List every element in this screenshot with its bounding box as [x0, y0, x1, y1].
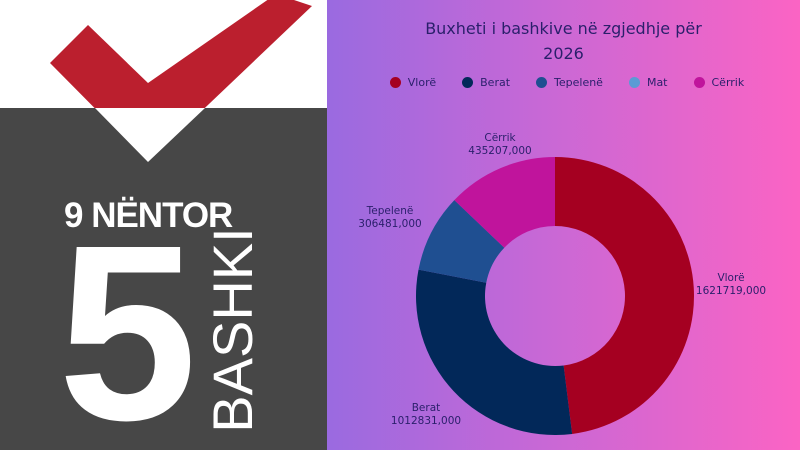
logo-number-text: 5: [58, 193, 198, 472]
donut-chart: [416, 157, 694, 435]
data-label-berat: Berat 1012831,000: [390, 402, 462, 427]
data-label-vlore: Vlorë 1621719,000: [695, 272, 767, 297]
legend-swatch: [462, 77, 474, 88]
checkmark-logo-icon: [0, 0, 327, 450]
legend-item-berat[interactable]: Berat: [462, 76, 510, 89]
chart-panel: Buxheti i bashkive në zgjedhje për 2026 …: [327, 0, 800, 450]
legend-swatch: [693, 77, 705, 88]
legend-swatch: [389, 77, 401, 88]
legend-item-cerrik[interactable]: Cërrik: [693, 76, 745, 89]
donut-slice-berat[interactable]: [416, 269, 573, 435]
legend-label: Mat: [646, 76, 668, 89]
legend-label: Vlorë: [407, 76, 437, 89]
logo-panel: 9 NËNTOR 5 BASHKI: [0, 0, 327, 458]
data-label-tepelene: Tepelenë 306481,000: [358, 205, 422, 230]
legend-item-vlore[interactable]: Vlorë: [389, 76, 437, 89]
legend-label: Tepelenë: [554, 76, 603, 89]
logo-date-text: 9 NËNTOR: [64, 196, 233, 235]
legend-label: Cërrik: [711, 76, 745, 89]
legend-label: Berat: [480, 76, 511, 89]
legend-item-mat[interactable]: Mat: [628, 76, 668, 89]
chart-legend: Vlorë Berat Tepelenë Mat Cërrik: [387, 76, 747, 89]
data-label-cerrik: Cërrik 435207,000: [468, 132, 532, 157]
donut-slice-vlorë[interactable]: [555, 157, 694, 434]
donut-slice-tepelenë[interactable]: [418, 200, 505, 283]
chart-title: Buxheti i bashkive në zgjedhje për 2026: [425, 19, 702, 63]
donut-slice-cërrik[interactable]: [454, 157, 555, 248]
legend-item-tepelene[interactable]: Tepelenë: [536, 76, 603, 89]
legend-swatch: [628, 77, 640, 88]
logo-word-text: BASHKI: [201, 227, 264, 433]
legend-swatch: [536, 77, 548, 88]
